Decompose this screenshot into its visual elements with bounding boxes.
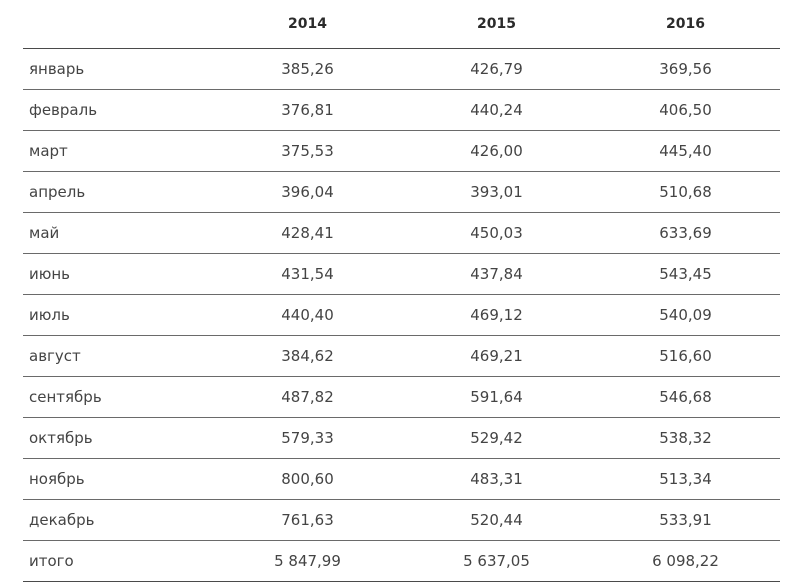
value-cell: 510,68 [591, 171, 780, 213]
header-cell-2014: 2014 [213, 0, 402, 49]
table-row: ноябрь 800,60 483,31 513,34 [23, 458, 780, 500]
value-cell: 633,69 [591, 212, 780, 254]
value-cell: 384,62 [213, 335, 402, 377]
value-cell: 483,31 [402, 458, 591, 500]
value-cell: 487,82 [213, 376, 402, 418]
value-cell: 385,26 [213, 48, 402, 90]
value-cell: 450,03 [402, 212, 591, 254]
value-cell: 440,24 [402, 89, 591, 131]
value-cell: 469,21 [402, 335, 591, 377]
row-label: ноябрь [23, 458, 213, 500]
value-cell: 761,63 [213, 499, 402, 541]
value-cell: 516,60 [591, 335, 780, 377]
total-row: итого 5 847,99 5 637,05 6 098,22 [23, 540, 780, 582]
value-cell: 5 637,05 [402, 540, 591, 582]
table-row: сентябрь 487,82 591,64 546,68 [23, 376, 780, 418]
value-cell: 5 847,99 [213, 540, 402, 582]
row-label: июль [23, 294, 213, 336]
value-cell: 376,81 [213, 89, 402, 131]
row-label: февраль [23, 89, 213, 131]
value-cell: 546,68 [591, 376, 780, 418]
value-cell: 540,09 [591, 294, 780, 336]
value-cell: 375,53 [213, 130, 402, 172]
row-label: октябрь [23, 417, 213, 459]
value-cell: 543,45 [591, 253, 780, 295]
value-cell: 533,91 [591, 499, 780, 541]
row-label: март [23, 130, 213, 172]
data-table-container: 2014 2015 2016 январь 385,26 426,79 369,56 ф… [23, 0, 780, 582]
value-cell: 469,12 [402, 294, 591, 336]
value-cell: 520,44 [402, 499, 591, 541]
value-cell: 440,40 [213, 294, 402, 336]
header-cell-2016: 2016 [591, 0, 780, 49]
value-cell: 538,32 [591, 417, 780, 459]
value-cell: 426,79 [402, 48, 591, 90]
row-label: сентябрь [23, 376, 213, 418]
value-cell: 513,34 [591, 458, 780, 500]
value-cell: 428,41 [213, 212, 402, 254]
table-row: февраль 376,81 440,24 406,50 [23, 89, 780, 131]
table-body: январь 385,26 426,79 369,56 февраль 376,81 440… [23, 48, 780, 582]
header-cell-label [23, 0, 213, 49]
table-row: октябрь 579,33 529,42 538,32 [23, 417, 780, 459]
table-row: декабрь 761,63 520,44 533,91 [23, 499, 780, 541]
table-row: июль 440,40 469,12 540,09 [23, 294, 780, 336]
table-row: август 384,62 469,21 516,60 [23, 335, 780, 377]
value-cell: 406,50 [591, 89, 780, 131]
header-row: 2014 2015 2016 [23, 0, 780, 49]
value-cell: 426,00 [402, 130, 591, 172]
table-header: 2014 2015 2016 [23, 0, 780, 49]
table-row: июнь 431,54 437,84 543,45 [23, 253, 780, 295]
value-cell: 579,33 [213, 417, 402, 459]
row-label: апрель [23, 171, 213, 213]
value-cell: 800,60 [213, 458, 402, 500]
row-label: итого [23, 540, 213, 582]
table-row: апрель 396,04 393,01 510,68 [23, 171, 780, 213]
table-row: март 375,53 426,00 445,40 [23, 130, 780, 172]
value-cell: 529,42 [402, 417, 591, 459]
row-label: июнь [23, 253, 213, 295]
value-cell: 591,64 [402, 376, 591, 418]
value-cell: 431,54 [213, 253, 402, 295]
value-cell: 437,84 [402, 253, 591, 295]
value-cell: 445,40 [591, 130, 780, 172]
data-table: 2014 2015 2016 январь 385,26 426,79 369,56 ф… [23, 0, 780, 582]
value-cell: 396,04 [213, 171, 402, 213]
row-label: май [23, 212, 213, 254]
row-label: август [23, 335, 213, 377]
table-row: январь 385,26 426,79 369,56 [23, 48, 780, 90]
header-cell-2015: 2015 [402, 0, 591, 49]
value-cell: 369,56 [591, 48, 780, 90]
row-label: январь [23, 48, 213, 90]
value-cell: 393,01 [402, 171, 591, 213]
value-cell: 6 098,22 [591, 540, 780, 582]
row-label: декабрь [23, 499, 213, 541]
table-row: май 428,41 450,03 633,69 [23, 212, 780, 254]
